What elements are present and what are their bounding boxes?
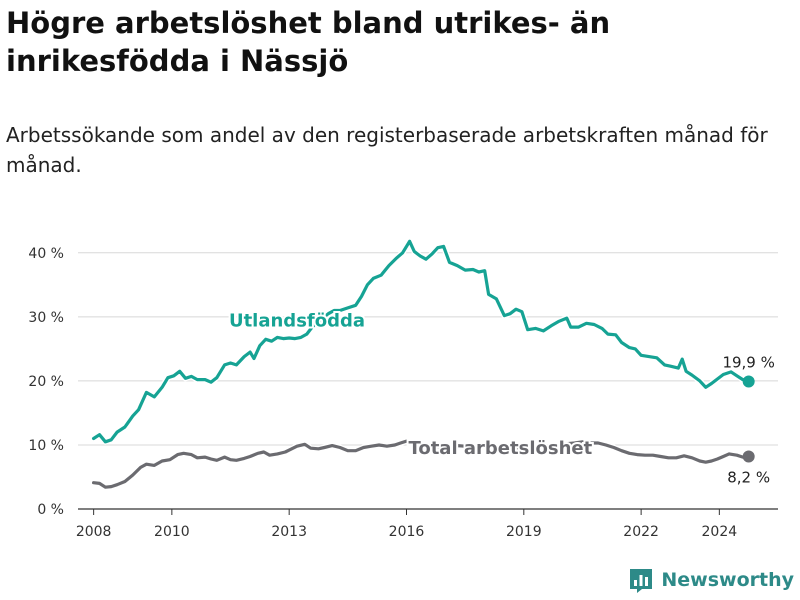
chart-subtitle: Arbetssökande som andel av den registerb… [6, 123, 768, 177]
x-tick-label: 2022 [623, 524, 659, 540]
y-tick-label: 10 % [28, 438, 64, 454]
brand-logo: Newsworthy [627, 566, 794, 594]
x-tick-label: 2019 [506, 524, 542, 540]
x-tick-label: 2008 [76, 524, 112, 540]
series-line-utlandsfodda [92, 239, 751, 444]
series-label: Utlandsfödda [229, 310, 365, 331]
y-tick-label: 30 % [28, 310, 64, 326]
series-end-label: 19,9 % [722, 354, 774, 372]
y-tick-label: 40 % [28, 246, 64, 262]
series-end-label: 8,2 % [727, 468, 770, 486]
series-halo [90, 238, 752, 445]
brand-name: Newsworthy [661, 569, 794, 591]
series-line-total [92, 439, 751, 489]
chart-title: Högre arbetslöshet bland utrikes- än inr… [6, 6, 611, 78]
series-end-point [742, 375, 755, 388]
bar-chart-logo-icon [630, 569, 653, 593]
series-end-point [742, 450, 755, 463]
x-tick-label: 2024 [702, 524, 738, 540]
series-label: Total arbetslöshet [408, 438, 592, 459]
x-tick-label: 2010 [154, 524, 190, 540]
y-tick-label: 0 % [37, 502, 64, 518]
x-tick-label: 2013 [271, 524, 307, 540]
x-tick-label: 2016 [389, 524, 425, 540]
y-tick-label: 20 % [28, 374, 64, 390]
